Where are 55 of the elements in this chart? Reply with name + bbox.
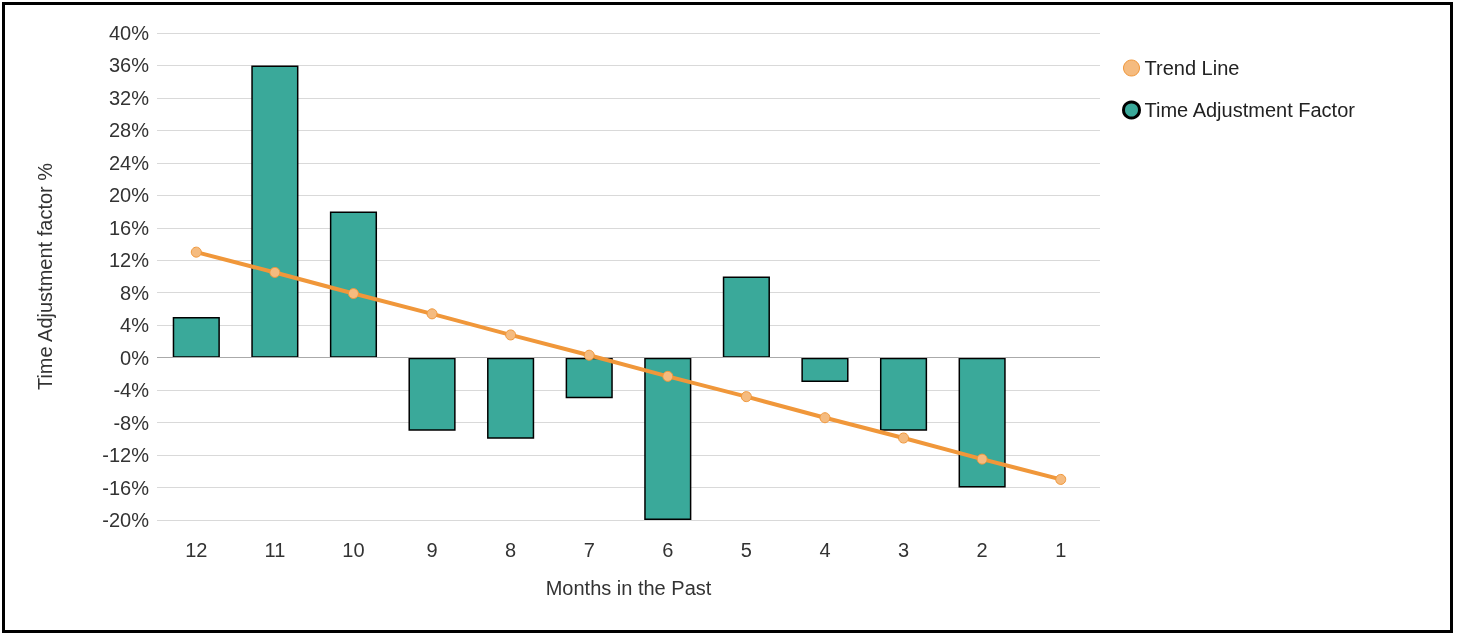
x-tick-label: 7 xyxy=(583,539,595,561)
legend-label: Time Adjustment Factor xyxy=(1144,99,1356,121)
bar xyxy=(879,357,928,431)
y-tick-label: 16% xyxy=(108,216,150,239)
point xyxy=(819,412,831,424)
x-tick-label: 3 xyxy=(897,539,910,561)
x-tick-label: 5 xyxy=(740,539,752,561)
y-tick-label: -20% xyxy=(102,509,150,531)
x-tick-label: 4 xyxy=(819,539,831,561)
y-tick-label: 36% xyxy=(108,54,150,77)
y-tick-label: 8% xyxy=(120,281,150,304)
y-axis-title: Time Adjustment factor % xyxy=(34,162,56,391)
bar xyxy=(172,317,220,358)
bar xyxy=(644,357,692,520)
point xyxy=(583,349,595,361)
point xyxy=(190,246,202,258)
bar xyxy=(565,357,613,399)
point xyxy=(426,308,438,320)
bar xyxy=(722,276,770,358)
y-tick-label: 20% xyxy=(108,184,150,207)
y-tick-label: 32% xyxy=(108,86,150,109)
y-tick-label: -16% xyxy=(102,476,150,499)
y-tick-label: -4% xyxy=(113,379,150,402)
point xyxy=(662,370,674,382)
y-tick-label: -12% xyxy=(102,444,150,467)
bar xyxy=(408,357,456,431)
point xyxy=(898,432,910,444)
x-tick-label: 10 xyxy=(342,539,365,561)
y-tick-label: 0% xyxy=(120,346,150,369)
y-tick-label: -8% xyxy=(113,411,150,434)
y-tick-label: 12% xyxy=(108,249,150,272)
x-tick-label: 1 xyxy=(1055,539,1067,561)
y-tick-label: 4% xyxy=(120,314,150,337)
point xyxy=(740,391,752,403)
x-tick-label: 8 xyxy=(505,539,517,561)
y-tick-label: 28% xyxy=(108,119,150,142)
point xyxy=(347,288,359,300)
x-tick-label: 11 xyxy=(264,539,286,561)
x-tick-label: 12 xyxy=(185,539,208,561)
bar xyxy=(251,65,299,358)
y-tick-label: 24% xyxy=(108,151,150,174)
bar xyxy=(487,357,535,439)
y-tick-label: 40% xyxy=(108,22,150,44)
x-tick-label: 6 xyxy=(662,539,674,561)
bar xyxy=(329,211,378,358)
point xyxy=(269,266,281,278)
bar xyxy=(958,357,1006,488)
point xyxy=(505,329,517,341)
legend-label: Trend Line xyxy=(1144,57,1240,79)
point xyxy=(1055,473,1067,485)
x-tick-label: 9 xyxy=(426,539,438,561)
x-tick-label: 2 xyxy=(976,539,988,561)
point xyxy=(976,453,988,465)
x-axis-title: Months in the Past xyxy=(545,577,712,599)
bar xyxy=(801,357,849,383)
